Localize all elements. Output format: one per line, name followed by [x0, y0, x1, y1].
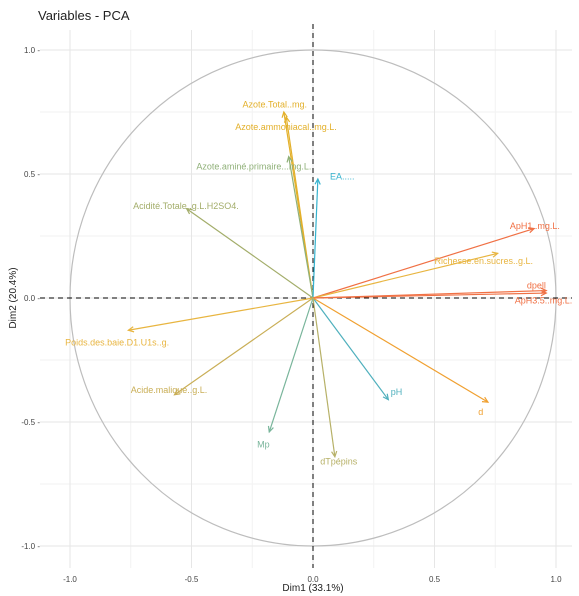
variable-label: dpell — [527, 281, 546, 291]
x-tick-label: 1.0 — [550, 575, 562, 584]
variable-label: Azote.ammoniacal..mg.L. — [235, 122, 337, 132]
variable-arrow — [312, 252, 498, 299]
variable-arrowhead — [314, 177, 321, 185]
variable-labels-layer: Azote.Total..mg. Azote.ammoniacal..mg.L. A… — [65, 100, 572, 467]
variable-label: ApH3.5..mg.L. — [515, 295, 573, 305]
variable-arrowhead — [540, 289, 548, 297]
variable-label: EA..... — [330, 171, 355, 181]
variable-arrow — [285, 116, 314, 299]
y-tick-label: 0.5 - — [24, 170, 40, 179]
variable-arrowhead — [382, 393, 390, 401]
variable-arrowhead — [283, 115, 291, 123]
variable-label: Acide.malique..g.L. — [131, 385, 208, 395]
variable-label: ApH1..mg.L. — [510, 221, 560, 231]
variable-arrow — [288, 156, 314, 299]
variable-label: d — [478, 407, 483, 417]
y-axis-label: Dim2 (20.4%) — [8, 267, 19, 328]
y-tick-label: 0.0 - — [24, 294, 40, 303]
x-axis-label: Dim1 (33.1%) — [282, 583, 343, 594]
variable-arrow — [312, 227, 535, 299]
variable-arrowhead — [528, 227, 536, 234]
variable-label: Azote.aminé.primaire...mg.L. — [196, 162, 311, 172]
variable-arrowhead — [173, 389, 181, 396]
variable-label: dTpépins — [320, 457, 358, 467]
variable-arrowhead — [281, 110, 288, 118]
variable-label: Azote.Total..mg. — [243, 100, 308, 110]
variable-label: Mp — [257, 439, 270, 449]
variable-arrowhead — [491, 251, 500, 258]
variable-label: pH — [391, 387, 403, 397]
variable-arrow — [312, 178, 319, 299]
chart-title: Variables - PCA — [38, 8, 130, 23]
variable-label: Poids.des.baie.D1.U1s..g. — [65, 338, 169, 348]
variable-arrowhead — [481, 396, 490, 403]
variable-arrowhead — [540, 287, 548, 294]
variable-label: Richesse.en.sucres..g.L. — [435, 256, 534, 266]
variable-arrowhead — [126, 326, 135, 333]
variable-arrows-layer — [126, 110, 548, 459]
variable-arrowhead — [331, 450, 338, 459]
tick-labels-layer: -1.0 -0.5 0.0 0.5 1.0 -1.0 - -0.5 - 0.0 - 0.5 - 1… — [21, 46, 562, 584]
variable-arrow — [128, 297, 314, 331]
variable-arrow — [186, 208, 314, 299]
x-tick-label: 0.5 — [429, 575, 441, 584]
variable-label: Acidité.Totale..g.L.H2SO4. — [133, 201, 239, 211]
x-tick-label: 0.0 — [307, 575, 319, 584]
x-tick-label: -1.0 — [63, 575, 77, 584]
y-tick-label: -0.5 - — [21, 418, 40, 427]
variable-arrow — [312, 297, 389, 401]
variable-arrow — [268, 297, 314, 433]
variable-arrow — [312, 297, 336, 457]
variable-arrow — [174, 297, 314, 396]
variable-arrow — [312, 292, 547, 299]
variable-arrowhead — [185, 207, 193, 215]
x-tick-label: -0.5 — [185, 575, 199, 584]
variable-arrowhead — [286, 155, 293, 163]
y-tick-label: 1.0 - — [24, 46, 40, 55]
y-tick-label: -1.0 - — [21, 542, 40, 551]
variable-arrow — [312, 297, 489, 403]
variable-arrowhead — [267, 425, 274, 434]
